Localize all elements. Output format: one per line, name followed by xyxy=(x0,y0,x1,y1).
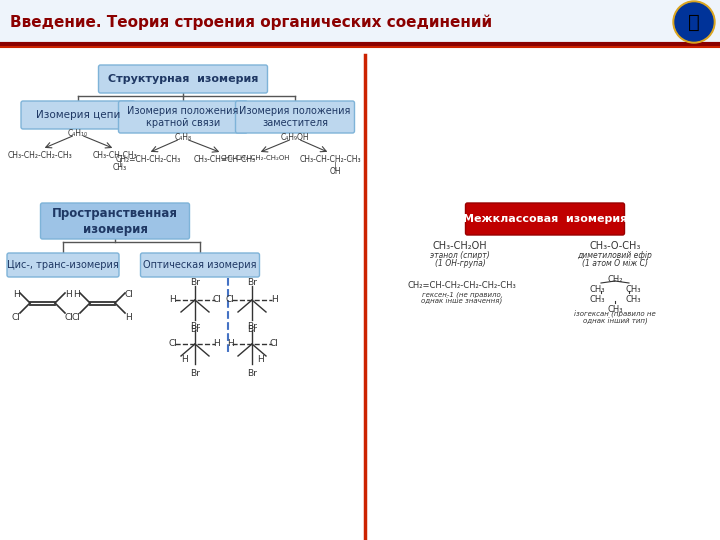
Text: H: H xyxy=(256,355,264,364)
Text: |: | xyxy=(333,162,336,171)
Text: Структурная  изомерия: Структурная изомерия xyxy=(108,74,258,84)
Text: Пространственная
изомерия: Пространственная изомерия xyxy=(52,206,178,235)
Text: H: H xyxy=(73,290,79,299)
Text: H: H xyxy=(13,290,19,299)
Text: C₄H₈: C₄H₈ xyxy=(174,133,192,142)
Text: гексен-1 (не правило,: гексен-1 (не правило, xyxy=(421,291,503,298)
Text: Cl: Cl xyxy=(269,340,279,348)
Text: Br: Br xyxy=(190,278,200,287)
FancyBboxPatch shape xyxy=(40,203,189,239)
Circle shape xyxy=(673,1,715,43)
FancyBboxPatch shape xyxy=(466,203,624,235)
Text: ізогексан (правило не: ізогексан (правило не xyxy=(574,311,656,319)
Text: CH₃: CH₃ xyxy=(625,295,641,304)
FancyBboxPatch shape xyxy=(7,253,119,277)
Text: CH₃: CH₃ xyxy=(607,305,623,314)
Text: CH₃: CH₃ xyxy=(589,295,605,304)
Text: CH₃: CH₃ xyxy=(113,163,127,172)
Text: диметиловий ефір: диметиловий ефір xyxy=(577,251,652,260)
Text: H: H xyxy=(181,355,189,364)
Text: 🌐: 🌐 xyxy=(688,12,700,31)
Text: C₄H₁₀: C₄H₁₀ xyxy=(68,129,88,138)
Text: CH₃-CH-CH₃: CH₃-CH-CH₃ xyxy=(93,151,138,160)
Text: этанол (спирт): этанол (спирт) xyxy=(430,251,490,260)
Text: CH₃-O-CH₃: CH₃-O-CH₃ xyxy=(589,241,641,251)
FancyBboxPatch shape xyxy=(99,65,268,93)
Text: |: | xyxy=(119,158,121,167)
Text: (1 атом О між С): (1 атом О між С) xyxy=(582,259,648,268)
Text: Межклассовая  изомерия: Межклассовая изомерия xyxy=(463,214,627,224)
Text: Br: Br xyxy=(247,278,257,287)
Text: CH₃-CH=CH-CH₃: CH₃-CH=CH-CH₃ xyxy=(194,155,256,164)
Text: H: H xyxy=(271,295,277,305)
FancyBboxPatch shape xyxy=(140,253,259,277)
Text: CH₃-CH-CH₂-CH₃: CH₃-CH-CH₂-CH₃ xyxy=(300,155,361,164)
Text: Cl: Cl xyxy=(212,295,222,305)
Text: Br: Br xyxy=(247,369,257,378)
Text: Br: Br xyxy=(190,369,200,378)
Text: Br: Br xyxy=(190,322,200,331)
Text: Br: Br xyxy=(190,325,200,334)
Text: Cl: Cl xyxy=(71,313,81,322)
Text: H: H xyxy=(66,290,73,299)
Text: C₄H₉OH: C₄H₉OH xyxy=(281,133,310,142)
FancyBboxPatch shape xyxy=(119,101,248,133)
Text: однак інше значення): однак інше значення) xyxy=(421,298,503,306)
Text: CH₂: CH₂ xyxy=(607,275,623,284)
Text: однак інший тип): однак інший тип) xyxy=(582,318,647,326)
Text: Цис-, транс-изомерия: Цис-, транс-изомерия xyxy=(7,260,119,270)
Text: Cl: Cl xyxy=(125,290,133,299)
Text: (1 ОН-група): (1 ОН-група) xyxy=(435,259,485,268)
Text: Cl: Cl xyxy=(225,295,235,305)
Text: Изомерия положения
заместителя: Изомерия положения заместителя xyxy=(239,106,351,128)
Text: Оптическая изомерия: Оптическая изомерия xyxy=(143,260,257,270)
Text: CH₂=CH-CH₂-CH₃: CH₂=CH-CH₂-CH₃ xyxy=(115,155,181,164)
Text: CH₃: CH₃ xyxy=(625,285,641,294)
Text: Br: Br xyxy=(247,325,257,334)
Text: CH₃-CH₂OH: CH₃-CH₂OH xyxy=(433,241,487,251)
Text: H: H xyxy=(125,313,132,322)
Text: Cl: Cl xyxy=(65,313,73,322)
Text: OH: OH xyxy=(329,167,341,176)
Text: CH₃: CH₃ xyxy=(589,285,605,294)
FancyBboxPatch shape xyxy=(21,101,135,129)
FancyBboxPatch shape xyxy=(0,0,720,44)
Text: CH₃-CH₂-CH₂-CH₃: CH₃-CH₂-CH₂-CH₃ xyxy=(8,151,73,160)
Text: Cl: Cl xyxy=(168,340,177,348)
Text: H: H xyxy=(170,295,176,305)
Text: H: H xyxy=(227,340,233,348)
Text: Изомерия цепи: Изомерия цепи xyxy=(36,110,120,120)
FancyBboxPatch shape xyxy=(235,101,354,133)
Text: Cl: Cl xyxy=(12,313,20,322)
Circle shape xyxy=(675,3,713,41)
Text: Введение. Теория строения органических соединений: Введение. Теория строения органических с… xyxy=(10,14,492,30)
Text: CH₂=CH-CH₂-CH₂-CH₂-CH₃: CH₂=CH-CH₂-CH₂-CH₂-CH₃ xyxy=(408,281,516,290)
Text: CH₃-CH₂-CH₂-CH₂OH: CH₃-CH₂-CH₂-CH₂OH xyxy=(220,155,289,161)
Text: H: H xyxy=(214,340,220,348)
Text: Изомерия положения
кратной связи: Изомерия положения кратной связи xyxy=(127,106,239,128)
Text: Br: Br xyxy=(247,322,257,331)
